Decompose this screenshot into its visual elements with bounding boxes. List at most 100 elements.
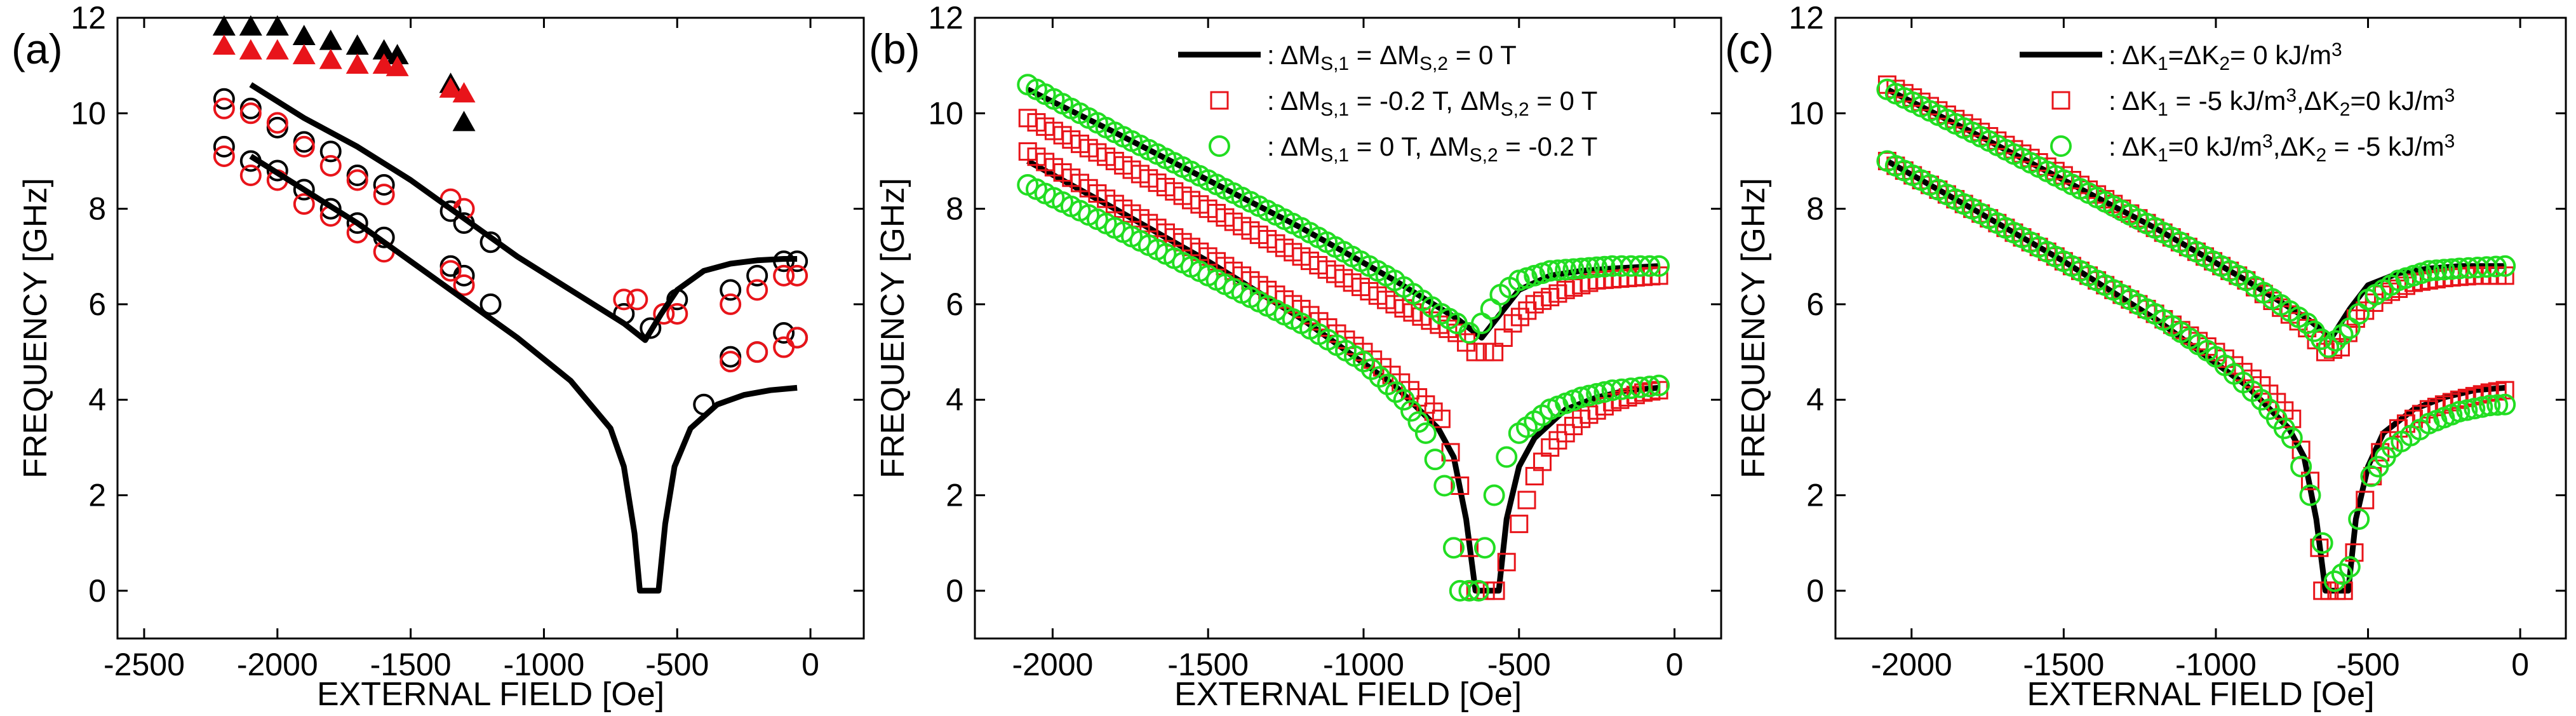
theory-curve [1026, 158, 1660, 594]
data-point [1546, 259, 1569, 281]
data-point [2418, 260, 2440, 282]
legend-label: : ΔK1 = -5 kJ/m3,ΔK2=0 kJ/m3 [2109, 85, 2455, 121]
legend-label: : ΔMS,1 = 0 T, ΔMS,2 = -0.2 T [1267, 132, 1597, 166]
data-point [1593, 255, 1616, 278]
data-point [2494, 393, 2516, 415]
data-point [373, 184, 395, 206]
y-tick-label: 4 [1806, 382, 1824, 417]
y-tick-label: 8 [1806, 191, 1824, 227]
data-point [2441, 258, 2463, 280]
y-tick-label: 6 [946, 287, 963, 322]
data-point [786, 327, 808, 349]
data-point [2331, 323, 2354, 346]
data-point [1457, 333, 1476, 352]
data-point [1458, 579, 1480, 602]
data-point [1578, 257, 1600, 279]
data-point [1483, 484, 1505, 506]
data-point [372, 39, 396, 60]
data-point [2281, 427, 2303, 449]
data-point [480, 293, 502, 315]
series [1017, 74, 1670, 344]
data-point [439, 77, 462, 98]
x-tick-label: -1000 [503, 647, 584, 682]
y-tick-label: 0 [1806, 573, 1824, 609]
data-point [1497, 553, 1516, 572]
x-tick-label: -500 [1487, 647, 1551, 682]
x-tick-label: -1500 [370, 647, 452, 682]
legend-label: : ΔK1=0 kJ/m3,ΔK2 = -5 kJ/m3 [2109, 131, 2455, 166]
data-point [293, 131, 315, 153]
data-point [640, 317, 662, 339]
y-tick-label: 4 [946, 382, 963, 417]
theory-curve [249, 82, 798, 343]
y-tick-label: 8 [946, 191, 963, 227]
data-point [319, 154, 342, 177]
data-point [213, 135, 235, 158]
data-point [1518, 301, 1537, 320]
panel-c: (c) -2000 -1500 -1000 -500 0 0 2 4 6 8 10 12 EXTERNA… [1725, 0, 2567, 713]
data-point [265, 39, 289, 60]
data-point [2494, 255, 2516, 277]
data-point [239, 165, 262, 187]
data-point [1510, 515, 1529, 534]
theory-curve [249, 154, 798, 594]
data-point [2318, 336, 2340, 358]
y-tick-label: 0 [946, 573, 963, 609]
data-point [1480, 298, 1502, 320]
legend-marker [2050, 135, 2072, 157]
data-point [239, 39, 262, 60]
data-point [439, 260, 462, 282]
x-tick-label: -1500 [2023, 647, 2104, 682]
data-point [452, 82, 476, 103]
data-point [345, 34, 369, 55]
data-point [213, 88, 235, 110]
data-point [319, 198, 342, 220]
x-tick-label: -500 [645, 647, 709, 682]
y-tick-label: 12 [1788, 0, 1824, 36]
legend: : ΔMS,1 = ΔMS,2 = 0 T: ΔMS,1 = -0.2 T, Δ… [1178, 40, 1597, 166]
plot-frame [974, 17, 1722, 640]
data-point [319, 140, 342, 163]
data-point [386, 44, 409, 65]
data-point [1639, 375, 1661, 398]
data-point [2338, 556, 2361, 578]
data-point [1471, 312, 1493, 334]
data-point [346, 169, 368, 191]
data-point [2311, 532, 2333, 554]
data-point [1400, 400, 1423, 422]
legend-marker [2051, 91, 2070, 110]
series [212, 15, 476, 132]
data-point [1485, 342, 1504, 361]
data-point [1510, 307, 1529, 327]
data-point [1578, 384, 1600, 407]
series [1017, 174, 1670, 602]
x-axis-title: EXTERNAL FIELD [Oe] [1174, 676, 1522, 713]
data-point [372, 53, 396, 74]
data-point [2324, 330, 2347, 352]
data-point [786, 264, 808, 287]
data-point [439, 255, 462, 277]
panel-b-label: (b) [869, 25, 920, 72]
data-point [213, 97, 235, 119]
data-point [720, 346, 742, 368]
legend-marker [1209, 135, 1230, 157]
data-point [2471, 396, 2493, 418]
data-point [1555, 259, 1577, 281]
data-point [2485, 255, 2507, 278]
series [1876, 78, 2516, 358]
x-tick-label: -1000 [2175, 647, 2257, 682]
data-point [319, 29, 342, 50]
data-point [439, 200, 462, 222]
y-tick-label: 2 [946, 478, 963, 513]
data-point [293, 193, 315, 215]
data-point [2301, 471, 2319, 490]
legend-label: : ΔMS,1 = -0.2 T, ΔMS,2 = 0 T [1267, 86, 1597, 120]
plot-frame [116, 17, 865, 640]
data-point [293, 179, 315, 201]
data-point [626, 288, 648, 311]
data-point [266, 112, 288, 134]
x-axis-title: EXTERNAL FIELD [Oe] [317, 676, 664, 713]
legend-label: : ΔK1=ΔK2= 0 kJ/m3 [2109, 39, 2342, 75]
data-point [1593, 381, 1616, 403]
